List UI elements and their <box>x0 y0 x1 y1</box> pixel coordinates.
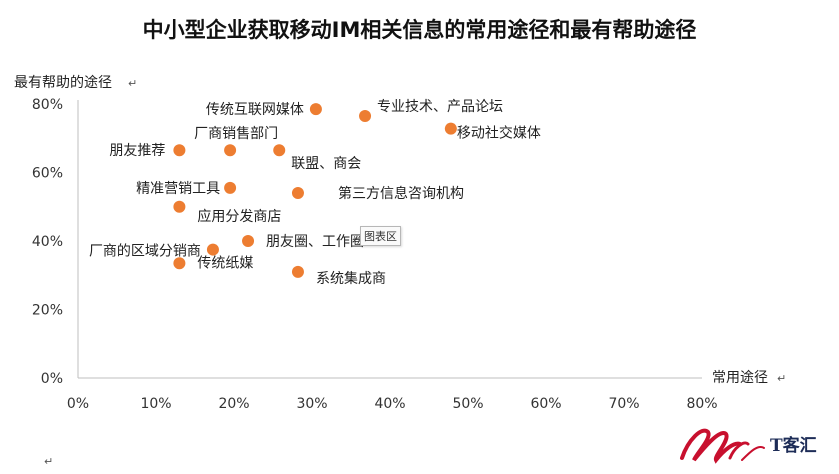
x-tick-label: 40% <box>374 396 405 412</box>
data-point[interactable] <box>273 144 286 157</box>
data-label: 专业技术、产品论坛 <box>377 99 503 115</box>
data-label: 第三方信息咨询机构 <box>338 185 464 202</box>
y-tick-label: 60% <box>32 166 63 182</box>
data-label: 传统互联网媒体 <box>206 102 304 118</box>
data-label: 应用分发商店 <box>197 208 281 225</box>
data-label: 朋友圈、工作圈 <box>266 234 364 250</box>
y-tick-label: 20% <box>32 303 63 319</box>
data-point[interactable] <box>291 265 304 278</box>
tick-labels: 0% 10% 20% 30% 40% 50% 60% 70% 80% 0% 20% 40% 60% 80% <box>32 97 718 412</box>
x-tick-label: 30% <box>296 396 327 412</box>
x-tick-label: 10% <box>140 396 171 412</box>
logo-text: T客汇 <box>770 436 817 456</box>
data-label: 厂商的区域分销商 <box>89 244 201 260</box>
data-label: 厂商销售部门 <box>194 126 278 142</box>
data-label: 移动社交媒体 <box>457 125 541 142</box>
data-point[interactable] <box>242 235 255 247</box>
x-tick-label: 70% <box>608 396 639 412</box>
data-point[interactable] <box>224 144 237 157</box>
data-point[interactable] <box>224 181 237 194</box>
data-label: 联盟、商会 <box>291 156 361 172</box>
paragraph-mark: ↵ <box>128 77 137 90</box>
x-tick-label: 60% <box>530 396 561 412</box>
paragraph-mark: ↵ <box>777 372 786 385</box>
tkehui-logo <box>680 428 765 464</box>
data-point[interactable] <box>444 122 457 135</box>
x-tick-label: 80% <box>686 396 717 412</box>
x-tick-label: 50% <box>452 396 483 412</box>
paragraph-mark: ↵ <box>44 455 53 468</box>
data-point[interactable] <box>359 109 372 122</box>
chart-area-tooltip: 图表区 <box>360 226 401 246</box>
data-point[interactable] <box>173 257 186 270</box>
data-points <box>173 103 457 278</box>
data-point[interactable] <box>291 187 304 200</box>
data-label: 精准营销工具 <box>136 181 220 197</box>
data-point[interactable] <box>206 243 219 256</box>
data-label: 朋友推荐 <box>109 143 165 159</box>
y-tick-label: 80% <box>32 97 63 113</box>
y-tick-label: 0% <box>41 371 63 387</box>
data-point[interactable] <box>309 103 322 116</box>
chart-title: 中小型企业获取移动IM相关信息的常用途径和最有帮助途径 <box>142 18 697 42</box>
data-point[interactable] <box>173 200 186 213</box>
y-axis-label: 最有帮助的途径 <box>14 74 112 91</box>
x-axis-label: 常用途径 <box>712 369 768 386</box>
data-label: 系统集成商 <box>316 270 386 287</box>
data-point[interactable] <box>173 144 186 157</box>
y-tick-label: 40% <box>32 234 63 250</box>
x-tick-label: 0% <box>67 396 89 412</box>
data-label: 传统纸媒 <box>197 255 253 271</box>
x-tick-label: 20% <box>218 396 249 412</box>
axes <box>77 100 702 379</box>
